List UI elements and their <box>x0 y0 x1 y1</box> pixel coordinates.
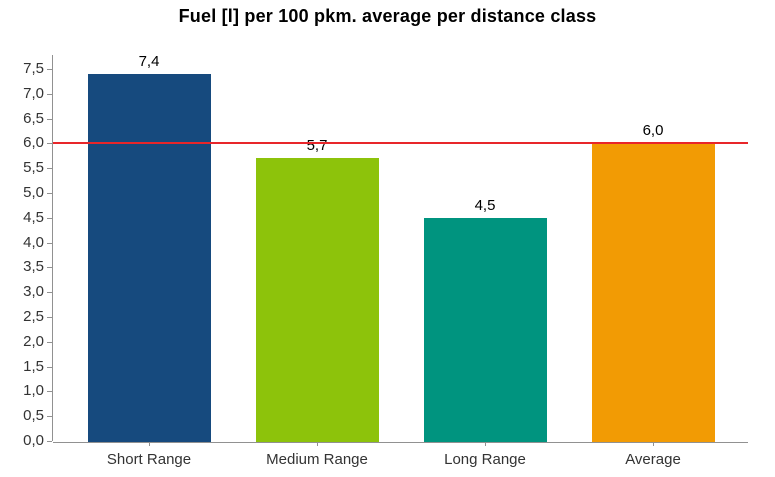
bar-average <box>592 143 715 442</box>
average-reference-line <box>53 142 748 144</box>
y-tick-label: 4,0 <box>23 234 44 251</box>
y-tick-label: 2,0 <box>23 333 44 350</box>
x-category-label-long-range: Long Range <box>444 451 526 468</box>
y-axis-tick <box>47 292 52 293</box>
y-tick-label: 7,5 <box>23 60 44 77</box>
y-axis-tick <box>47 69 52 70</box>
bar-long-range <box>424 218 547 442</box>
y-axis-tick <box>47 317 52 318</box>
x-category-label-average: Average <box>625 451 681 468</box>
y-tick-label: 5,5 <box>23 159 44 176</box>
bar-value-label: 5,7 <box>306 137 328 154</box>
x-axis-tick <box>653 442 654 446</box>
y-tick-label: 6,0 <box>23 134 44 151</box>
x-axis-line <box>53 442 748 443</box>
y-axis-tick <box>47 367 52 368</box>
y-axis-tick <box>47 168 52 169</box>
x-axis-tick <box>485 442 486 446</box>
y-axis-tick <box>47 193 52 194</box>
bar-short-range <box>88 74 211 442</box>
y-tick-label: 1,0 <box>23 382 44 399</box>
chart-title: Fuel [l] per 100 pkm. average per distan… <box>178 6 597 26</box>
y-axis-tick <box>47 267 52 268</box>
y-axis-tick <box>47 416 52 417</box>
y-tick-label: 3,0 <box>23 283 44 300</box>
y-tick-label: 6,5 <box>23 110 44 127</box>
y-axis-tick <box>47 218 52 219</box>
y-axis-tick <box>47 342 52 343</box>
y-axis-tick <box>47 243 52 244</box>
y-tick-label: 2,5 <box>23 308 44 325</box>
y-axis-line <box>52 55 53 441</box>
y-tick-label: 0,0 <box>23 432 44 449</box>
y-tick-label: 3,5 <box>23 258 44 275</box>
y-axis-tick <box>47 143 52 144</box>
y-tick-label: 0,5 <box>23 407 44 424</box>
y-tick-label: 7,0 <box>23 85 44 102</box>
bar-value-label: 4,5 <box>474 197 496 214</box>
y-axis-tick <box>47 441 52 442</box>
y-axis-tick <box>47 94 52 95</box>
y-tick-label: 4,5 <box>23 209 44 226</box>
y-tick-label: 1,5 <box>23 358 44 375</box>
y-axis-tick <box>47 391 52 392</box>
y-axis-tick <box>47 119 52 120</box>
bar-value-label: 7,4 <box>138 53 160 70</box>
bar-value-label: 6,0 <box>642 122 664 139</box>
y-tick-label: 5,0 <box>23 184 44 201</box>
x-axis-tick <box>149 442 150 446</box>
x-axis-tick <box>317 442 318 446</box>
x-category-label-medium-range: Medium Range <box>266 451 368 468</box>
x-category-label-short-range: Short Range <box>106 451 192 468</box>
bar-medium-range <box>256 158 379 442</box>
